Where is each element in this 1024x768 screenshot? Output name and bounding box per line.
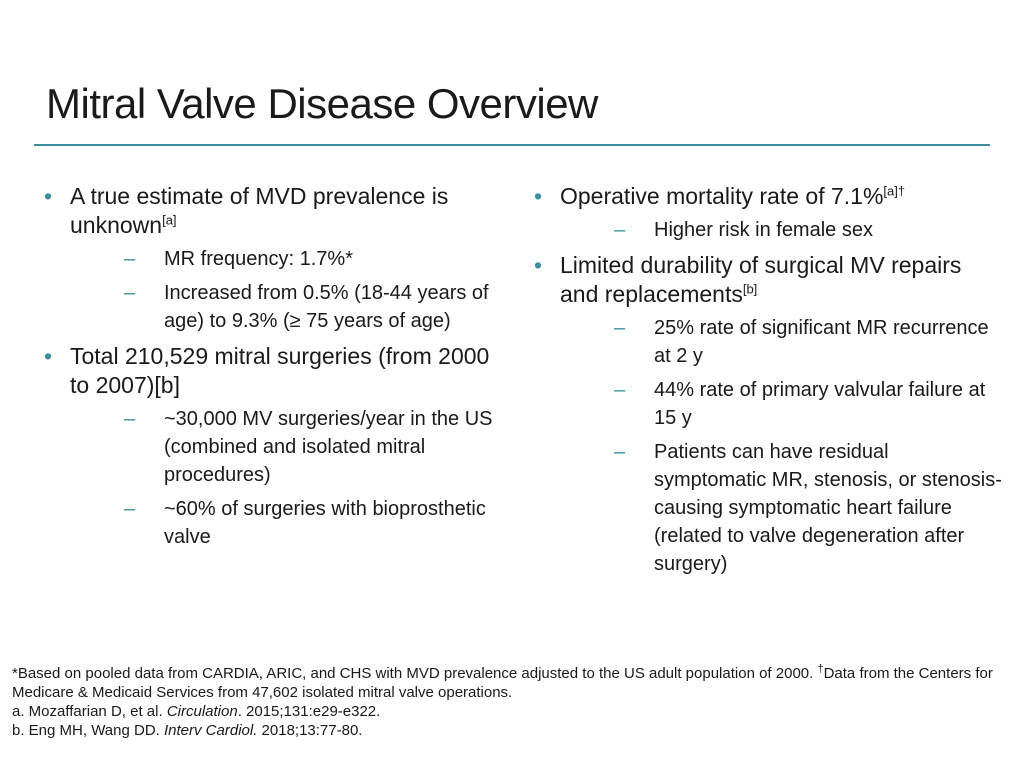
journal-name: Interv Cardiol. <box>164 722 258 739</box>
left-column: A true estimate of MVD prevalence is unk… <box>42 182 502 558</box>
bullet-text: Operative mortality rate of 7.1% <box>560 183 884 209</box>
sub-bullet-bioprosthetic: ~60% of surgeries with bioprosthetic val… <box>70 495 502 551</box>
sub-bullet-mr-recurrence: 25% rate of significant MR recurrence at… <box>560 314 1002 370</box>
sub-bullet-residual-symptoms: Patients can have residual symptomatic M… <box>560 438 1002 578</box>
dagger-mark: † <box>817 663 824 675</box>
citation-mark: [b] <box>742 281 758 297</box>
sub-bullet-age-increase: Increased from 0.5% (18-44 years of age)… <box>70 279 502 335</box>
bullet-text: Total 210,529 mitral surgeries (from 200… <box>70 343 490 398</box>
sub-bullet-valvular-failure: 44% rate of primary valvular failure at … <box>560 376 1002 432</box>
bullet-limited-durability: Limited durability of surgical MV repair… <box>532 251 1002 578</box>
reference-a: a. Mozaffarian D, et al. Circulation. 20… <box>12 703 381 720</box>
title-divider <box>34 144 990 146</box>
reference-b: b. Eng MH, Wang DD. Interv Cardiol. 2018… <box>12 722 363 739</box>
bullet-text: Limited durability of surgical MV repair… <box>560 252 962 307</box>
bullet-text: A true estimate of MVD prevalence is unk… <box>70 183 449 238</box>
slide-footnotes: *Based on pooled data from CARDIA, ARIC,… <box>12 664 1012 740</box>
sub-bullet-surgeries-per-year: ~30,000 MV surgeries/year in the US (com… <box>70 405 502 489</box>
sub-bullet-female-risk: Higher risk in female sex <box>560 216 1002 244</box>
bullet-prevalence: A true estimate of MVD prevalence is unk… <box>42 182 502 335</box>
citation-mark: [a] <box>162 212 177 228</box>
footnote-pooled-data: *Based on pooled data from CARDIA, ARIC,… <box>12 663 993 702</box>
journal-name: Circulation <box>166 703 238 720</box>
bullet-operative-mortality: Operative mortality rate of 7.1%[a]† Hig… <box>532 182 1002 244</box>
right-column: Operative mortality rate of 7.1%[a]† Hig… <box>532 182 1002 585</box>
bullet-total-surgeries: Total 210,529 mitral surgeries (from 200… <box>42 342 502 551</box>
citation-mark: [a]† <box>883 183 906 199</box>
slide-title: Mitral Valve Disease Overview <box>46 80 598 127</box>
sub-bullet-mr-frequency: MR frequency: 1.7%* <box>70 245 502 273</box>
